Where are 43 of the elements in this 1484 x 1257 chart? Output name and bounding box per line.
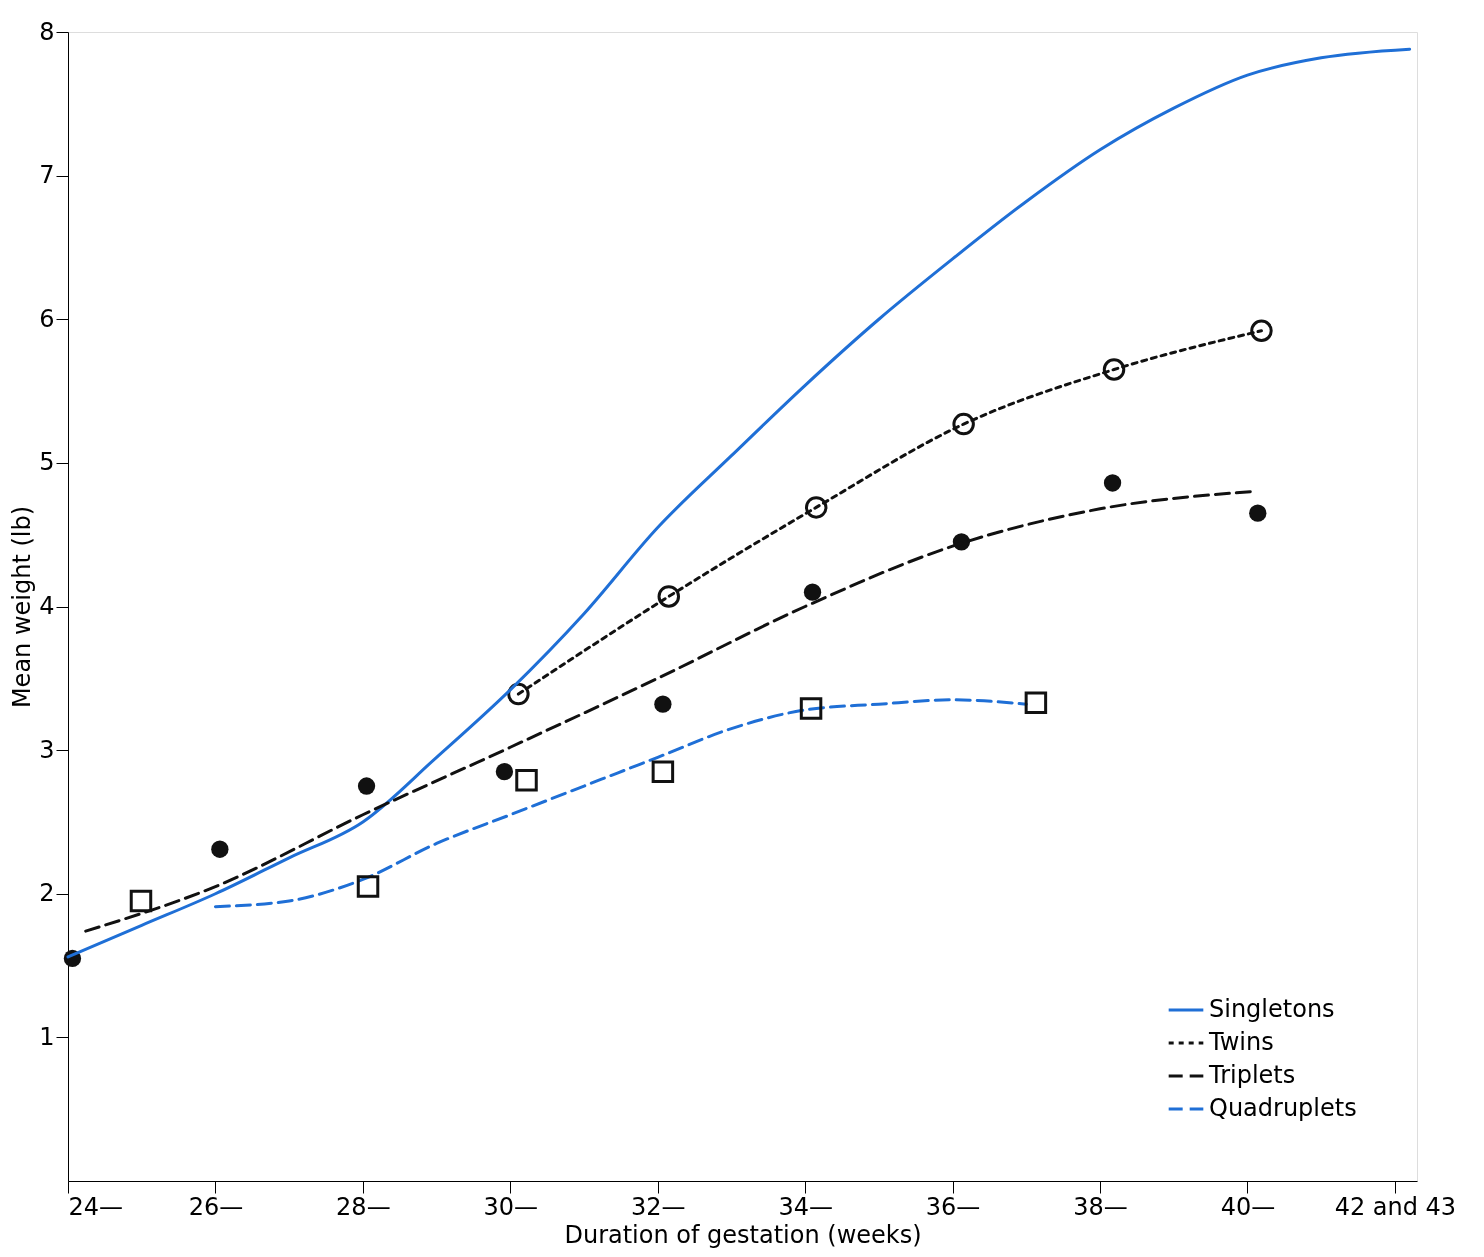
point — [357, 777, 376, 795]
point — [211, 840, 229, 858]
x-tick-label: 28— — [336, 1192, 391, 1221]
x-tick-label: 26— — [188, 1192, 244, 1221]
point — [1024, 691, 1048, 714]
point — [952, 412, 975, 436]
point — [803, 583, 822, 601]
point — [515, 769, 538, 792]
point — [1249, 504, 1267, 522]
x-tick-label: 40— — [1220, 1192, 1276, 1221]
legend-label: Singletons — [1209, 995, 1335, 1023]
x-tick-label: 30— — [483, 1192, 539, 1221]
x-tick-label: 32— — [630, 1192, 686, 1221]
x-tick-label: 24— — [68, 1192, 124, 1221]
point — [651, 760, 675, 783]
y-tick-label: 6 — [39, 304, 55, 333]
y-tick-label: 3 — [39, 735, 55, 764]
point — [657, 585, 681, 608]
point — [495, 763, 514, 781]
x-axis-title: Duration of gestation (weeks) — [564, 1220, 922, 1249]
x-tick-label: 36— — [925, 1192, 981, 1221]
x-tick-label: 34— — [778, 1192, 833, 1221]
point — [1250, 319, 1273, 342]
y-tick-label: 2 — [39, 879, 55, 908]
point — [356, 875, 380, 898]
x-tick-label: 38— — [1073, 1192, 1128, 1221]
y-tick-label: 8 — [39, 17, 55, 46]
legend-label: Twins — [1208, 1028, 1274, 1056]
y-tick-label: 4 — [39, 592, 55, 620]
point — [654, 695, 672, 713]
point — [1103, 474, 1122, 492]
y-tick-label: 5 — [39, 448, 55, 477]
line-series — [84, 490, 1253, 933]
point — [804, 496, 828, 519]
legend-label: Quadruplets — [1209, 1094, 1357, 1122]
point — [1102, 358, 1126, 381]
y-tick-label: 1 — [39, 1022, 55, 1051]
point — [799, 697, 823, 720]
y-tick-label: 7 — [39, 161, 55, 190]
legend-label: Triplets — [1208, 1061, 1296, 1089]
point — [129, 889, 153, 913]
x-tick-label: 42 and 43 — [1334, 1192, 1457, 1221]
y-axis-title: Mean weight (lb) — [8, 505, 37, 709]
